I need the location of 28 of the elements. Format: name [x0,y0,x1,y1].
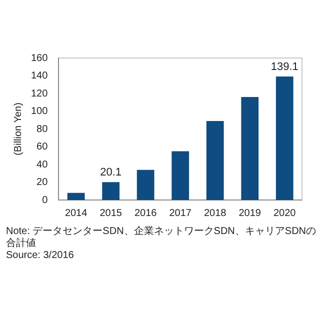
x-tick-label: 2017 [169,208,192,219]
bar [102,182,120,200]
y-tick-label: 60 [36,142,48,152]
bar [276,76,294,200]
y-tick-label: 100 [30,106,48,117]
data-label: 139.1 [270,61,298,74]
y-tick-label: 160 [30,52,48,64]
x-tick-label: 2018 [204,208,227,219]
x-tick-label: 2014 [64,208,88,219]
y-tick-label: 140 [30,70,48,82]
x-tick-label: 2016 [134,208,158,219]
y-axis-title: (Billion Yen) [12,102,24,156]
y-tick-label: 0 [42,194,48,206]
source-note: Source: 3/2016 [6,250,75,262]
y-tick-label: 40 [36,159,48,170]
x-tick-label: 2020 [273,208,296,219]
bar [172,151,190,200]
y-tick-label: 120 [30,88,48,100]
x-tick-label: 2019 [238,208,262,219]
bar [67,192,85,200]
text: Note: データセンターSDN、企業ネットワークSDN、キャリアSDNの合計値 [6,226,318,250]
bar [136,170,154,200]
bar [206,121,224,200]
data-label: 20.1 [100,166,122,179]
bar [241,97,259,200]
y-tick-label: 20 [36,177,48,188]
x-tick-label: 2015 [100,208,122,219]
y-tick-label: 80 [36,124,48,135]
